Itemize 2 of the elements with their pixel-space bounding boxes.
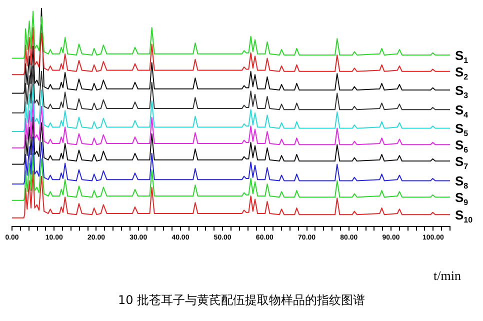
text: 10 批苍耳子与黄芪配伍提取物样品的指纹图谱 (116, 292, 366, 309)
x-axis-title: t/min (434, 268, 461, 284)
